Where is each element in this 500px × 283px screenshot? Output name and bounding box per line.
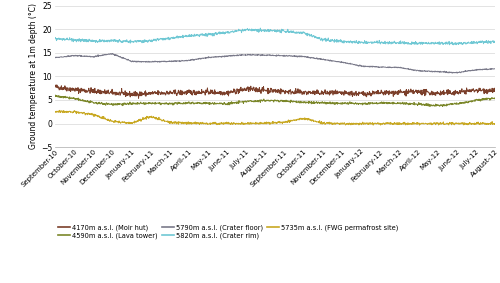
Legend: 4170m a.s.l. (Moir hut), 4590m a.s.l. (Lava tower), 5790m a.s.l. (Crater floor),: 4170m a.s.l. (Moir hut), 4590m a.s.l. (L… bbox=[58, 224, 398, 239]
Y-axis label: Ground temperature at 1m depth (°C): Ground temperature at 1m depth (°C) bbox=[29, 3, 38, 149]
